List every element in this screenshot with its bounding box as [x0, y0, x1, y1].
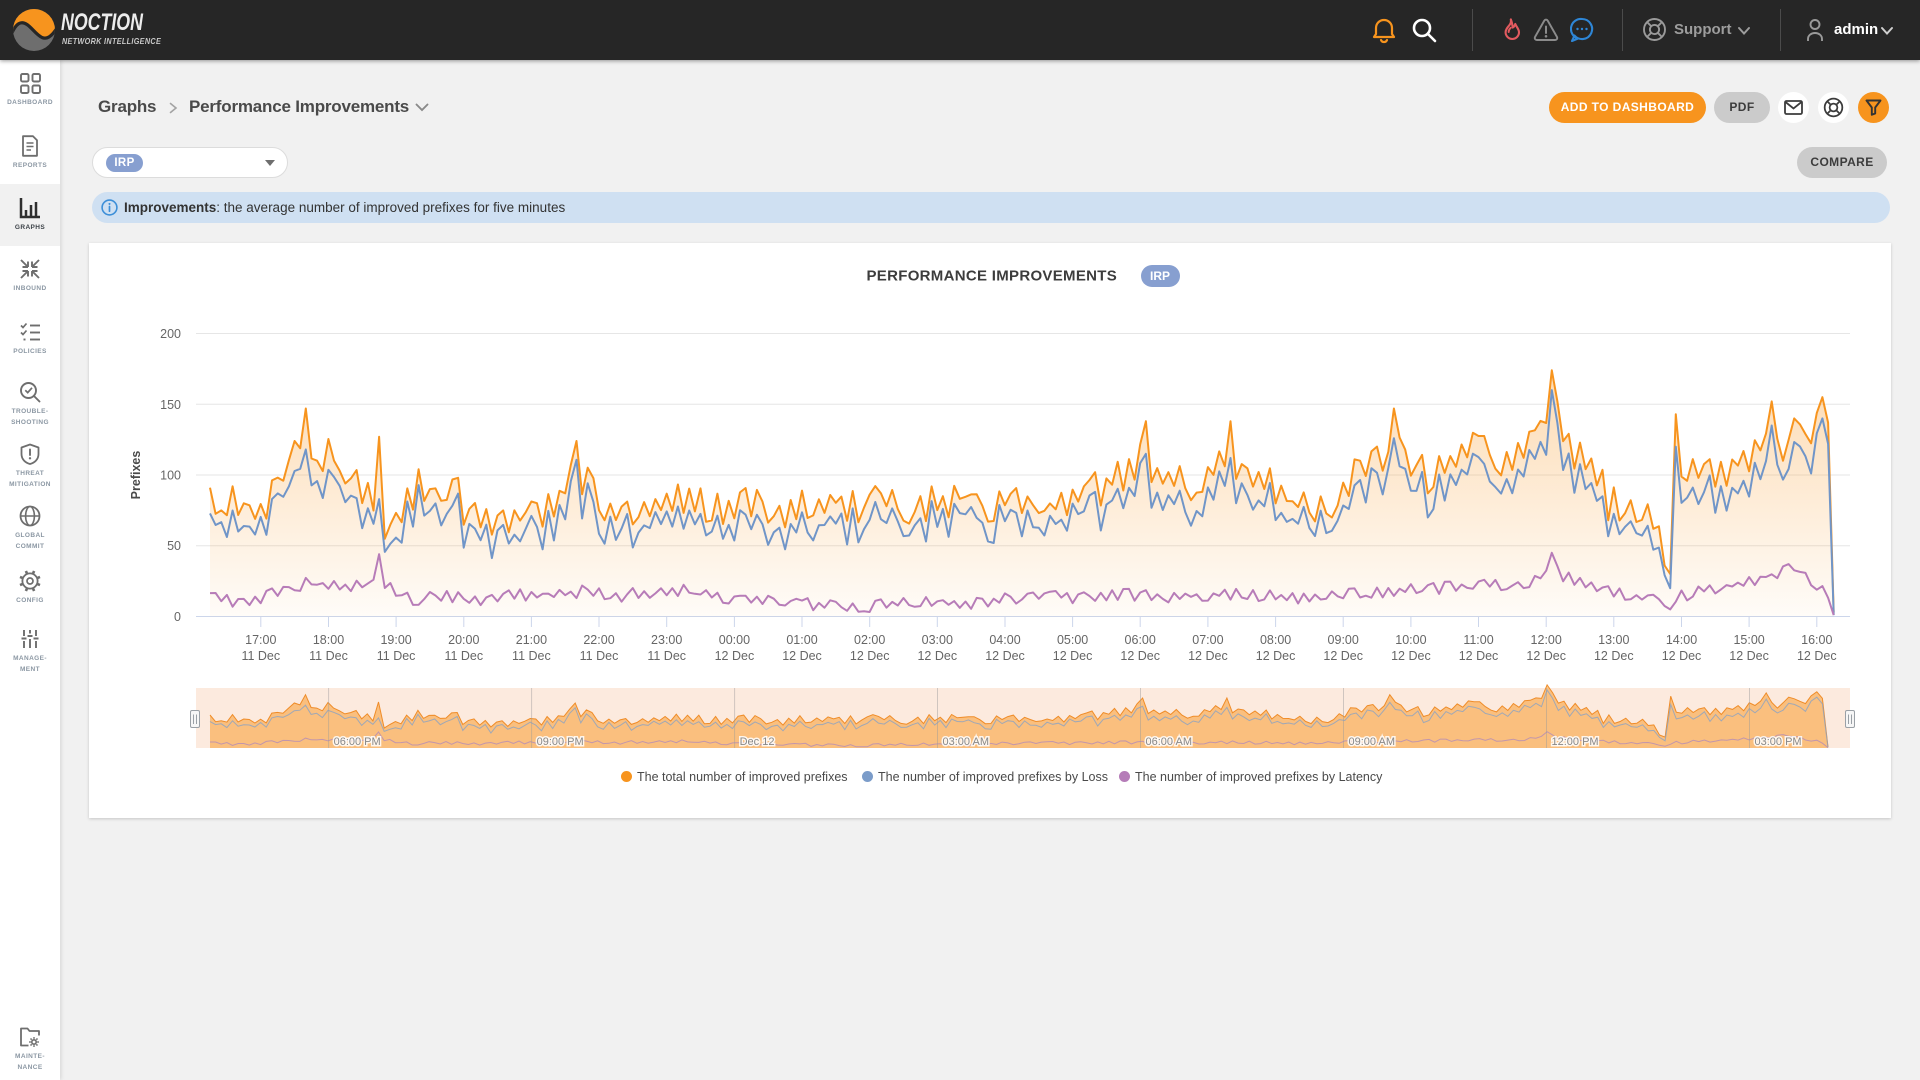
- svg-text:11 Dec: 11 Dec: [647, 649, 686, 663]
- svg-text:12 Dec: 12 Dec: [782, 649, 822, 663]
- svg-text:04:00: 04:00: [989, 633, 1020, 647]
- svg-text:100: 100: [160, 469, 181, 483]
- svg-text:20:00: 20:00: [448, 633, 479, 647]
- svg-text:12 Dec: 12 Dec: [1662, 649, 1702, 663]
- svg-text:12 Dec: 12 Dec: [1729, 649, 1769, 663]
- svg-text:15:00: 15:00: [1733, 633, 1764, 647]
- svg-text:09:00 AM: 09:00 AM: [1349, 736, 1395, 748]
- svg-text:19:00: 19:00: [380, 633, 411, 647]
- svg-text:11 Dec: 11 Dec: [377, 649, 416, 663]
- svg-text:18:00: 18:00: [313, 633, 344, 647]
- svg-text:12 Dec: 12 Dec: [1526, 649, 1566, 663]
- svg-text:12 Dec: 12 Dec: [1459, 649, 1499, 663]
- svg-text:08:00: 08:00: [1260, 633, 1291, 647]
- svg-text:200: 200: [160, 327, 181, 341]
- svg-text:11 Dec: 11 Dec: [309, 649, 348, 663]
- svg-text:11 Dec: 11 Dec: [241, 649, 280, 663]
- svg-text:23:00: 23:00: [651, 633, 682, 647]
- svg-text:09:00: 09:00: [1328, 633, 1359, 647]
- svg-text:0: 0: [174, 610, 181, 624]
- svg-text:09:00 PM: 09:00 PM: [537, 736, 584, 748]
- svg-text:12 Dec: 12 Dec: [917, 649, 957, 663]
- svg-text:12 Dec: 12 Dec: [1391, 649, 1431, 663]
- svg-text:Dec 12: Dec 12: [740, 736, 775, 748]
- svg-text:12:00 PM: 12:00 PM: [1552, 736, 1599, 748]
- svg-text:11 Dec: 11 Dec: [512, 649, 551, 663]
- svg-text:12 Dec: 12 Dec: [715, 649, 755, 663]
- svg-text:07:00: 07:00: [1192, 633, 1223, 647]
- svg-text:12 Dec: 12 Dec: [1594, 649, 1634, 663]
- svg-text:12 Dec: 12 Dec: [1256, 649, 1296, 663]
- svg-text:03:00 AM: 03:00 AM: [943, 736, 989, 748]
- svg-text:06:00: 06:00: [1125, 633, 1156, 647]
- svg-text:01:00: 01:00: [786, 633, 817, 647]
- svg-text:12 Dec: 12 Dec: [850, 649, 890, 663]
- svg-text:06:00 AM: 06:00 AM: [1146, 736, 1192, 748]
- svg-text:21:00: 21:00: [516, 633, 547, 647]
- svg-text:12 Dec: 12 Dec: [1323, 649, 1363, 663]
- svg-text:13:00: 13:00: [1598, 633, 1629, 647]
- svg-text:10:00: 10:00: [1395, 633, 1426, 647]
- svg-text:03:00 PM: 03:00 PM: [1755, 736, 1802, 748]
- svg-text:00:00: 00:00: [719, 633, 750, 647]
- svg-text:12 Dec: 12 Dec: [1053, 649, 1093, 663]
- svg-text:12:00: 12:00: [1531, 633, 1562, 647]
- svg-text:22:00: 22:00: [583, 633, 614, 647]
- svg-text:12 Dec: 12 Dec: [1120, 649, 1160, 663]
- svg-text:17:00: 17:00: [245, 633, 276, 647]
- svg-text:50: 50: [167, 539, 181, 553]
- svg-text:14:00: 14:00: [1666, 633, 1697, 647]
- svg-text:12 Dec: 12 Dec: [985, 649, 1025, 663]
- svg-text:11 Dec: 11 Dec: [444, 649, 483, 663]
- svg-text:02:00: 02:00: [854, 633, 885, 647]
- svg-text:03:00: 03:00: [922, 633, 953, 647]
- svg-text:150: 150: [160, 398, 181, 412]
- svg-text:05:00: 05:00: [1057, 633, 1088, 647]
- svg-text:16:00: 16:00: [1801, 633, 1832, 647]
- svg-text:11 Dec: 11 Dec: [580, 649, 619, 663]
- svg-text:06:00 PM: 06:00 PM: [334, 736, 381, 748]
- svg-text:12 Dec: 12 Dec: [1188, 649, 1228, 663]
- svg-text:11:00: 11:00: [1463, 633, 1493, 647]
- svg-text:12 Dec: 12 Dec: [1797, 649, 1837, 663]
- svg-text:Prefixes: Prefixes: [129, 451, 143, 500]
